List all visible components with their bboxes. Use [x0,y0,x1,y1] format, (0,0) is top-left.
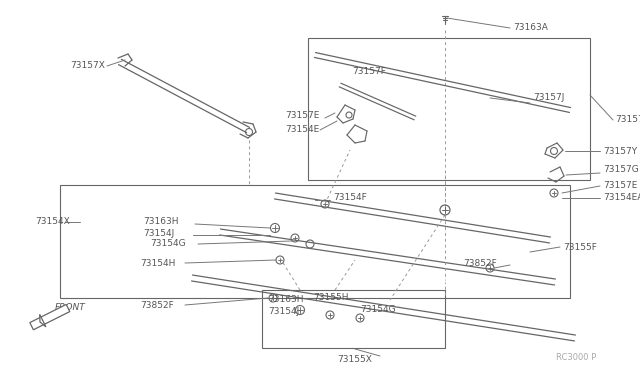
Text: 73154F: 73154F [333,193,367,202]
Bar [60,185,570,298]
Polygon shape [40,314,46,327]
Text: RC3000 P: RC3000 P [556,353,596,362]
Text: 73155F: 73155F [563,243,597,251]
Text: 73157E: 73157E [603,182,637,190]
Text: 73154J: 73154J [143,228,174,237]
Text: 73157J: 73157J [533,93,564,103]
Text: 73155H: 73155H [313,294,349,302]
Text: 73157F: 73157F [352,67,386,77]
Text: 73852F: 73852F [140,301,173,310]
Polygon shape [30,304,70,330]
Text: 73163H: 73163H [268,295,303,304]
Text: 73157Y: 73157Y [603,147,637,155]
Text: 73163H: 73163H [143,218,179,227]
Text: 73154G: 73154G [150,240,186,248]
Bar [262,290,445,348]
Bar [308,38,590,180]
Text: 73154J: 73154J [268,307,300,315]
Text: 73157X: 73157X [70,61,105,71]
Text: 73163A: 73163A [513,22,548,32]
Text: 73157G: 73157G [603,166,639,174]
Text: 73154EA: 73154EA [603,193,640,202]
Text: 73154G: 73154G [360,305,396,314]
Text: 73154E: 73154E [285,125,319,135]
Text: 73155X: 73155X [337,356,372,365]
Text: FRONT: FRONT [55,304,86,312]
Text: 73154H: 73154H [140,259,175,267]
Text: 73852F: 73852F [463,260,497,269]
Text: 73154X: 73154X [35,218,70,227]
Text: 73157E: 73157E [285,112,319,121]
Text: 73157X: 73157X [615,115,640,125]
